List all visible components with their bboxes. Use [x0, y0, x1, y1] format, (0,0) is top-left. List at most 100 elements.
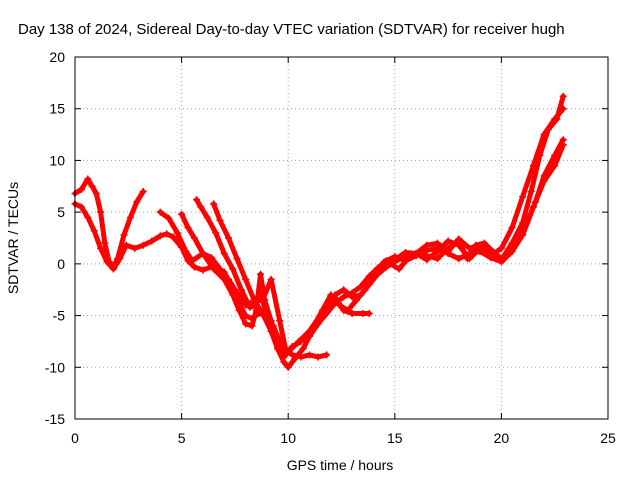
x-tick-label: 25	[600, 430, 616, 446]
data-point	[553, 115, 561, 123]
data-point	[133, 198, 141, 206]
data-point	[497, 256, 505, 264]
data-point	[77, 203, 85, 211]
data-point	[480, 239, 488, 247]
data-point	[508, 239, 516, 247]
data-point	[348, 293, 356, 301]
data-point	[551, 162, 559, 170]
y-tick-label: -5	[53, 308, 66, 324]
data-point	[131, 244, 139, 252]
data-point	[199, 250, 207, 258]
data-point	[216, 216, 224, 224]
data-point	[210, 265, 218, 273]
data-point	[540, 172, 548, 180]
data-point	[433, 255, 441, 263]
data-point	[314, 353, 322, 361]
data-point	[190, 263, 198, 271]
data-point	[109, 265, 117, 273]
data-point	[229, 291, 237, 299]
data-point	[369, 272, 377, 280]
data-point	[455, 255, 463, 263]
data-point	[126, 213, 134, 221]
data-point	[274, 341, 282, 349]
data-point	[536, 151, 544, 159]
data-point	[182, 247, 190, 255]
data-point	[344, 306, 352, 314]
data-point	[267, 275, 275, 283]
y-tick-label: 5	[57, 204, 65, 220]
plot-frame	[74, 56, 609, 420]
data-point	[365, 310, 373, 318]
data-point	[237, 286, 245, 294]
data-point	[173, 229, 181, 237]
data-point	[197, 203, 205, 211]
data-point	[88, 182, 96, 190]
data-point	[463, 255, 471, 263]
data-point	[401, 248, 409, 256]
data-point	[225, 234, 233, 242]
data-point	[216, 265, 224, 273]
data-point	[497, 244, 505, 252]
data-point	[229, 265, 237, 273]
data-point	[323, 351, 331, 359]
y-tick-label: 10	[49, 152, 65, 168]
data-point	[412, 250, 420, 258]
data-point	[519, 218, 527, 226]
data-point	[423, 241, 431, 249]
data-point	[92, 190, 100, 198]
y-tick-label: 20	[49, 49, 65, 65]
data-point	[559, 92, 567, 100]
data-point	[433, 239, 441, 247]
data-point	[169, 233, 177, 241]
data-point	[233, 289, 241, 297]
data-point	[276, 317, 284, 325]
data-point	[212, 229, 220, 237]
data-point	[527, 187, 535, 195]
axis-ticks: 0 5 10 15 20 25 -15 -10 -5 0 5 10 15 20	[45, 49, 616, 446]
data-point	[306, 351, 314, 359]
data-point	[156, 232, 164, 240]
data-point	[235, 306, 243, 314]
data-point	[250, 296, 258, 304]
x-tick-label: 0	[71, 430, 79, 446]
data-point	[559, 136, 567, 144]
data-point	[259, 310, 267, 318]
data-point	[242, 275, 250, 283]
gridlines	[75, 57, 608, 419]
data-point	[148, 237, 156, 245]
x-tick-label: 10	[280, 430, 296, 446]
data-point	[84, 213, 92, 221]
data-point	[122, 241, 130, 249]
data-point	[139, 241, 147, 249]
data-point	[225, 275, 233, 283]
data-point	[352, 296, 360, 304]
data-point	[395, 265, 403, 273]
x-tick-label: 15	[387, 430, 403, 446]
data-point	[297, 353, 305, 361]
data-point	[199, 266, 207, 274]
data-point	[280, 351, 288, 359]
data-point	[139, 187, 147, 195]
data-point	[508, 224, 516, 232]
data-point	[267, 327, 275, 335]
data-point	[207, 254, 215, 262]
data-point	[165, 214, 173, 222]
data-point	[97, 208, 105, 216]
x-axis-label: GPS time / hours	[287, 457, 394, 473]
data-point	[210, 200, 218, 208]
data-point	[84, 175, 92, 183]
y-tick-label: 15	[49, 101, 65, 117]
data-point	[519, 193, 527, 201]
data-point	[487, 252, 495, 260]
data-point	[284, 363, 292, 371]
data-point	[103, 258, 111, 266]
data-point	[299, 345, 307, 353]
data-point	[190, 234, 198, 242]
data-point	[220, 250, 228, 258]
data-point	[248, 322, 256, 330]
data-point	[77, 185, 85, 193]
data-point	[404, 255, 412, 263]
data-point	[340, 286, 348, 294]
data-point	[301, 334, 309, 342]
y-tick-label: -15	[45, 411, 65, 427]
